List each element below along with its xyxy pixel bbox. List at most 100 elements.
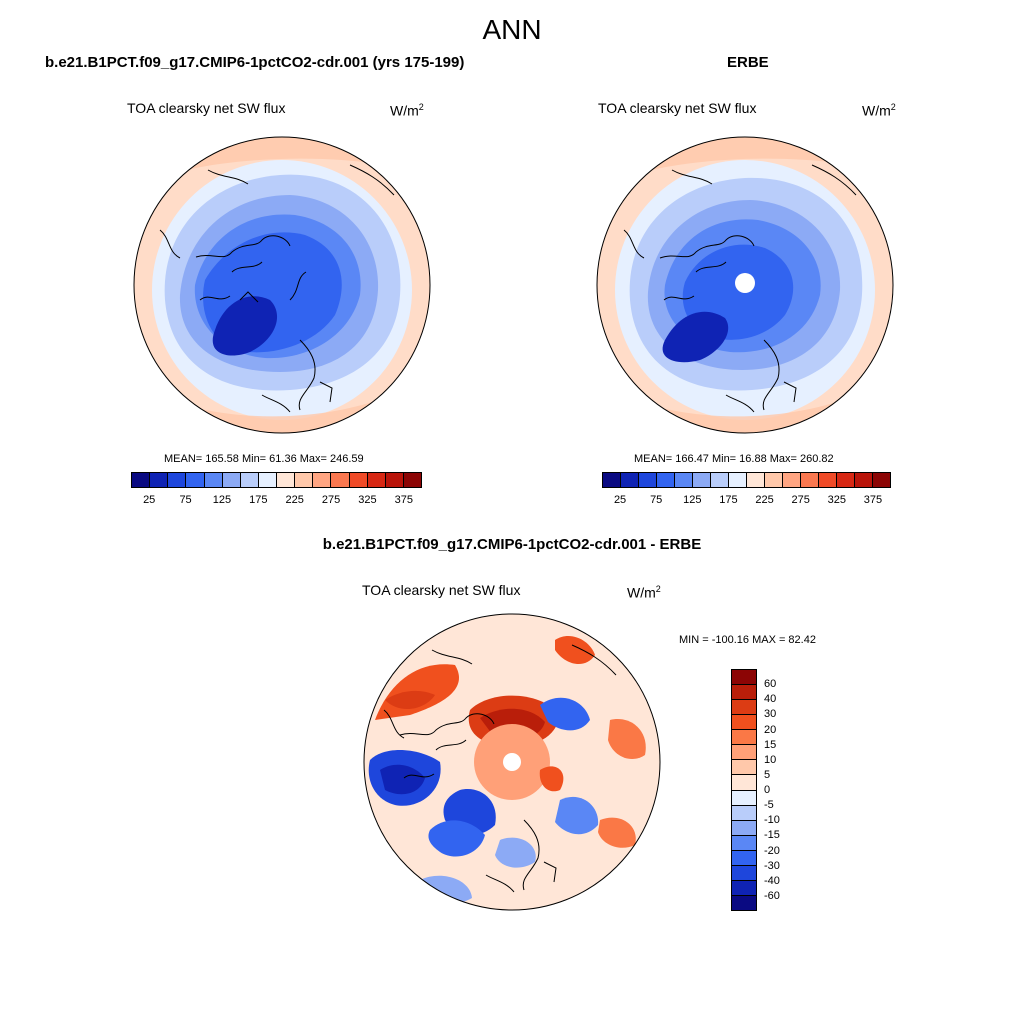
- left-colorbar-swatch: [240, 473, 259, 487]
- diff-colorbar-label: -20: [764, 844, 780, 857]
- diff-colorbar-label: -60: [764, 889, 780, 902]
- right-colorbar-swatch: [873, 473, 890, 487]
- left-colorbar-tick-label: 75: [179, 494, 192, 506]
- diff-colorbar-label: -15: [764, 829, 780, 842]
- diff-colorbar-swatch: [732, 865, 756, 881]
- right-colorbar-tick-label: 375: [863, 494, 883, 506]
- left-colorbar-tick-label: 375: [394, 494, 413, 506]
- right-colorbar-swatch: [801, 473, 819, 487]
- left-variable-label: TOA clearsky net SW flux: [127, 100, 286, 116]
- right-colorbar-swatch: [603, 473, 621, 487]
- right-colorbar-swatch: [711, 473, 729, 487]
- diff-colorbar-swatch: [732, 820, 756, 836]
- diff-colorbar-label: 5: [764, 768, 771, 781]
- right-colorbar: [602, 472, 891, 488]
- right-colorbar-tick-label: 75: [650, 494, 663, 506]
- diff-colorbar-swatch: [732, 835, 756, 851]
- left-stats: MEAN= 165.58 Min= 61.36 Max= 246.59: [164, 453, 364, 465]
- right-variable-label: TOA clearsky net SW flux: [598, 100, 757, 116]
- right-colorbar-tick-label: 275: [791, 494, 810, 506]
- right-colorbar-swatch: [783, 473, 801, 487]
- left-colorbar-swatch: [385, 473, 404, 487]
- right-colorbar-swatch: [765, 473, 783, 487]
- diff-colorbar-swatch: [732, 745, 756, 761]
- left-colorbar-swatch: [222, 473, 241, 487]
- diff-colorbar-label: -5: [764, 799, 774, 812]
- right-unit-label: W/m2: [862, 102, 896, 119]
- diff-colorbar-swatch: [732, 805, 756, 821]
- left-colorbar-swatch: [313, 473, 332, 487]
- left-colorbar-swatch: [367, 473, 386, 487]
- right-colorbar-swatch: [855, 473, 873, 487]
- right-colorbar-swatch: [837, 473, 855, 487]
- left-colorbar-tick-label: 125: [212, 494, 232, 506]
- right-colorbar-swatch: [639, 473, 657, 487]
- left-colorbar-ticks: 25 75 125 175 225 275 325 375: [131, 494, 422, 508]
- diff-unit-label: W/m2: [627, 584, 661, 601]
- left-colorbar-tick-label: 175: [249, 494, 268, 506]
- main-title: ANN: [482, 14, 542, 45]
- left-colorbar-swatch: [403, 473, 421, 487]
- left-colorbar-tick-label: 325: [358, 494, 377, 506]
- diff-colorbar-swatch: [732, 790, 756, 806]
- diff-colorbar-label: 0: [764, 784, 771, 796]
- right-colorbar-tick-label: 225: [755, 494, 774, 506]
- diff-colorbar-swatch: [732, 670, 756, 686]
- left-colorbar-tick-label: 25: [143, 494, 156, 506]
- diff-colorbar-swatch: [732, 895, 756, 910]
- diff-colorbar-swatch: [732, 715, 756, 731]
- right-stats: MEAN= 166.47 Min= 16.88 Max= 260.82: [634, 453, 834, 465]
- diff-colorbar-label: -10: [764, 814, 780, 827]
- right-colorbar-swatch: [657, 473, 675, 487]
- diff-colorbar-swatch: [732, 700, 756, 716]
- diff-colorbar-label: -30: [764, 859, 780, 872]
- left-colorbar: [131, 472, 422, 488]
- diff-colorbar-swatch: [732, 760, 756, 776]
- right-colorbar-swatch: [675, 473, 693, 487]
- right-colorbar-swatch: [621, 473, 639, 487]
- left-colorbar-swatch: [132, 473, 151, 487]
- left-colorbar-swatch: [349, 473, 368, 487]
- left-unit-label: W/m2: [390, 102, 424, 119]
- diff-colorbar-swatch: [732, 850, 756, 866]
- right-colorbar-swatch: [729, 473, 747, 487]
- left-panel-title: b.e21.B1PCT.f09_g17.CMIP6-1pctCO2-cdr.00…: [45, 54, 465, 71]
- right-colorbar-swatch: [747, 473, 765, 487]
- diff-colorbar-swatch: [732, 685, 756, 701]
- diff-colorbar-label: 60: [764, 678, 777, 691]
- diff-colorbar: [731, 669, 757, 911]
- left-colorbar-swatch: [204, 473, 223, 487]
- diff-colorbar-swatch: [732, 775, 756, 791]
- left-colorbar-swatch: [258, 473, 277, 487]
- right-colorbar-swatch: [693, 473, 711, 487]
- left-colorbar-swatch: [295, 473, 314, 487]
- diff-colorbar-label: 40: [764, 693, 777, 706]
- right-colorbar-tick-label: 25: [613, 494, 627, 506]
- left-colorbar-swatch: [150, 473, 169, 487]
- left-colorbar-swatch: [331, 473, 350, 487]
- diff-panel-title: b.e21.B1PCT.f09_g17.CMIP6-1pctCO2-cdr.00…: [322, 536, 702, 553]
- diff-colorbar-swatch: [732, 730, 756, 746]
- diff-colorbar-label: 15: [764, 738, 777, 751]
- diff-colorbar-swatch: [732, 880, 756, 896]
- right-colorbar-tick-label: 175: [719, 494, 738, 506]
- diff-variable-label: TOA clearsky net SW flux: [362, 582, 521, 598]
- right-panel-title: ERBE: [727, 54, 769, 71]
- left-colorbar-swatch: [277, 473, 296, 487]
- diff-colorbar-label: 20: [764, 723, 777, 736]
- diff-colorbar-label: 30: [764, 708, 777, 721]
- right-colorbar-tick-label: 125: [683, 494, 702, 506]
- diff-colorbar-label: -40: [764, 874, 780, 887]
- left-colorbar-swatch: [168, 473, 187, 487]
- left-colorbar-tick-label: 275: [321, 494, 341, 506]
- left-colorbar-swatch: [186, 473, 205, 487]
- right-colorbar-ticks: 25 75 125 175 225 275 325 375: [602, 494, 891, 508]
- diff-colorbar-label: 10: [764, 753, 777, 766]
- right-colorbar-swatch: [819, 473, 837, 487]
- right-colorbar-tick-label: 325: [827, 494, 846, 506]
- diff-stats: MIN = -100.16 MAX = 82.42: [679, 634, 816, 646]
- left-colorbar-tick-label: 225: [285, 494, 304, 506]
